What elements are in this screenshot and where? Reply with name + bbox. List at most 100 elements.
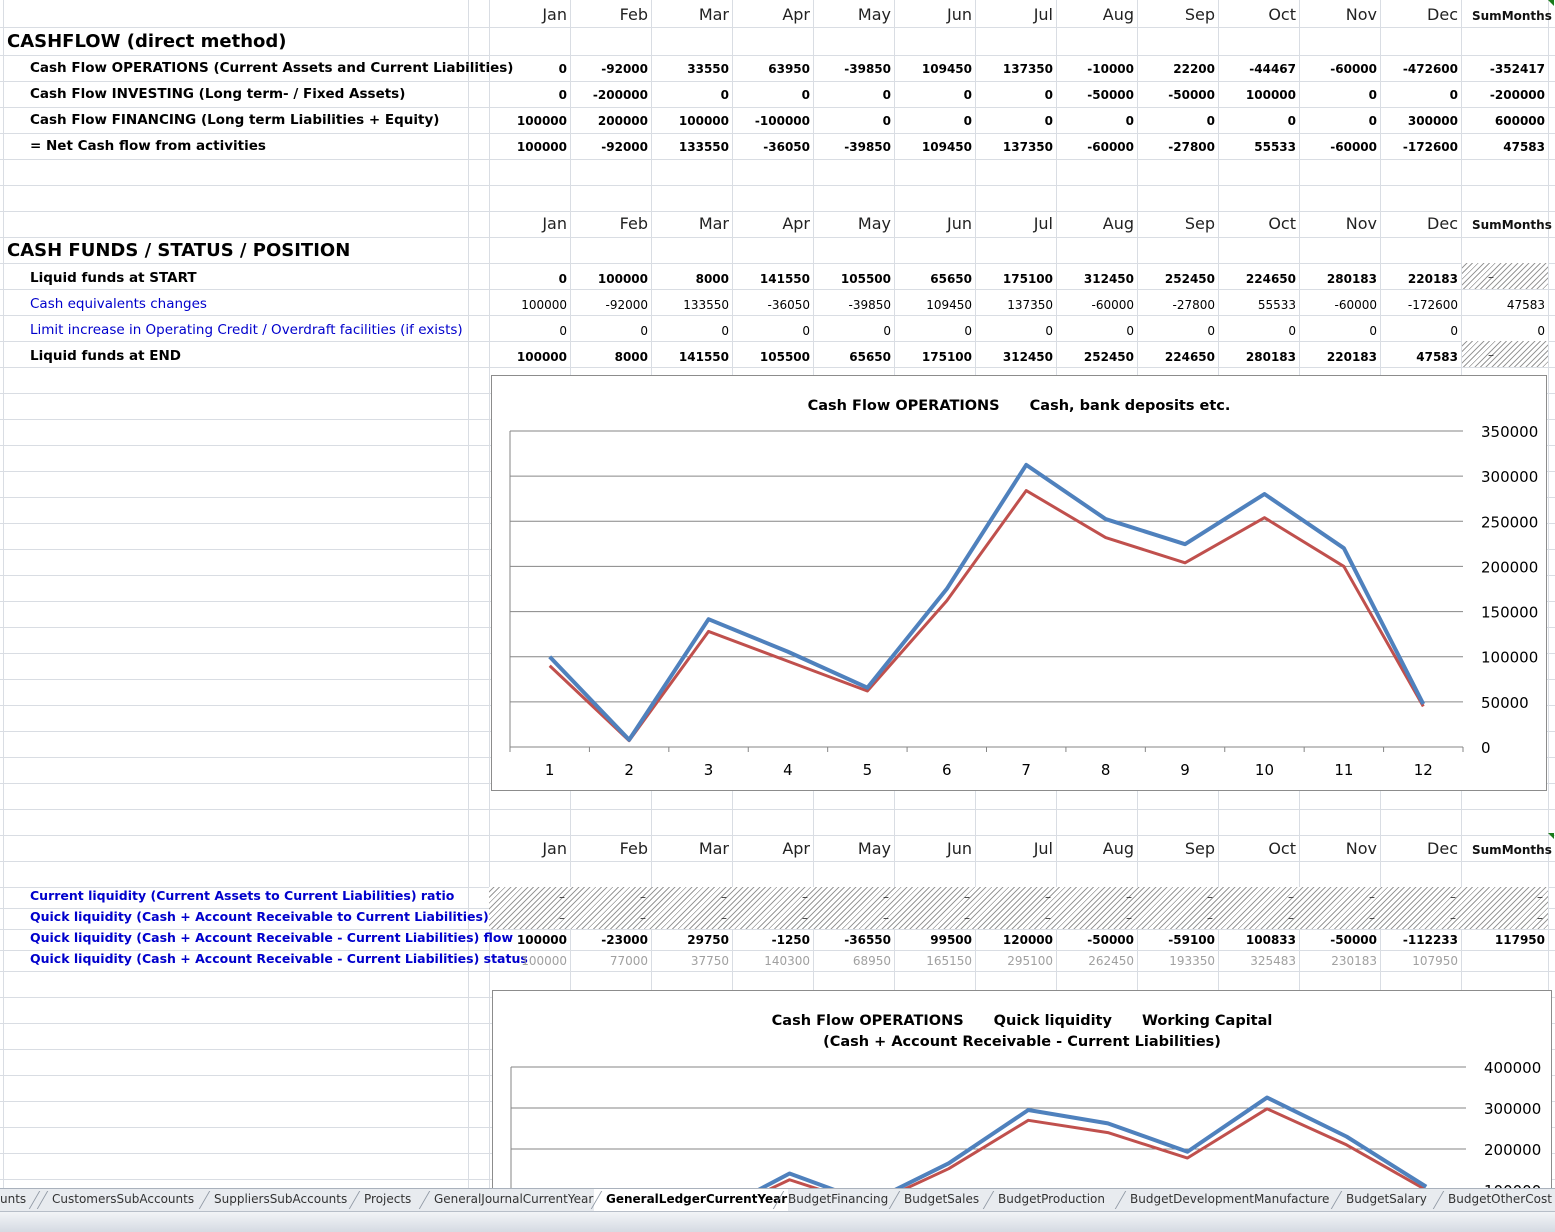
cell-value[interactable]: 140300: [734, 955, 810, 967]
cell-value[interactable]: 63950: [734, 63, 810, 75]
cell-value[interactable]: 325483: [1220, 955, 1296, 967]
cell-value[interactable]: 33550: [653, 63, 729, 75]
cell-value[interactable]: 65650: [815, 351, 891, 363]
cell-value[interactable]: 137350: [977, 63, 1053, 75]
sheet-tab[interactable]: GeneralLedgerCurrentYear: [594, 1189, 788, 1211]
cell-value[interactable]: -200000: [1469, 89, 1545, 101]
cell-value[interactable]: 100000: [491, 141, 567, 153]
cell-value[interactable]: 600000: [1469, 115, 1545, 127]
cell-value[interactable]: 107950: [1382, 955, 1458, 967]
cell-value[interactable]: -60000: [1058, 299, 1134, 311]
cell-value[interactable]: 200000: [572, 115, 648, 127]
cell-value[interactable]: 220183: [1301, 351, 1377, 363]
cell-value[interactable]: 55533: [1220, 299, 1296, 311]
cell-value[interactable]: 0: [1301, 325, 1377, 337]
cell-value[interactable]: 0: [734, 325, 810, 337]
sheet-tab[interactable]: BudgetSalary: [1334, 1189, 1440, 1210]
cell-value[interactable]: -1250: [734, 934, 810, 946]
cell-value[interactable]: 0: [1382, 89, 1458, 101]
cell-value[interactable]: -50000: [1139, 89, 1215, 101]
cell-value[interactable]: 0: [977, 115, 1053, 127]
cell-value[interactable]: 0: [653, 89, 729, 101]
cell-value[interactable]: 175100: [977, 273, 1053, 285]
cell-value[interactable]: 109450: [896, 299, 972, 311]
cell-value[interactable]: 65650: [896, 273, 972, 285]
cell-value[interactable]: -27800: [1139, 141, 1215, 153]
cell-value[interactable]: 165150: [896, 955, 972, 967]
cell-value[interactable]: 55533: [1220, 141, 1296, 153]
cell-value[interactable]: 8000: [653, 273, 729, 285]
cell-value[interactable]: 8000: [572, 351, 648, 363]
cell-value[interactable]: 100000: [491, 299, 567, 311]
cell-value[interactable]: 0: [491, 273, 567, 285]
cell-value[interactable]: -112233: [1382, 934, 1458, 946]
sheet-tab[interactable]: Projects: [352, 1189, 426, 1210]
cell-value[interactable]: 252450: [1139, 273, 1215, 285]
cell-value[interactable]: -39850: [815, 299, 891, 311]
cell-value[interactable]: 137350: [977, 141, 1053, 153]
cell-value[interactable]: 68950: [815, 955, 891, 967]
cell-value[interactable]: 0: [896, 115, 972, 127]
cell-value[interactable]: 224650: [1139, 351, 1215, 363]
cell-value[interactable]: -36050: [734, 141, 810, 153]
cell-value[interactable]: 312450: [1058, 273, 1134, 285]
cell-value[interactable]: 0: [1139, 115, 1215, 127]
cell-value[interactable]: -50000: [1301, 934, 1377, 946]
sheet-tab[interactable]: CustomersSubAccounts: [40, 1189, 207, 1210]
sheet-tab[interactable]: SuppliersSubAccounts: [202, 1189, 352, 1210]
cell-value[interactable]: 230183: [1301, 955, 1377, 967]
cell-value[interactable]: 137350: [977, 299, 1053, 311]
cell-value[interactable]: 0: [1220, 115, 1296, 127]
cell-value[interactable]: -50000: [1058, 934, 1134, 946]
sheet-tab[interactable]: BudgetDevelopmentManufacture: [1118, 1189, 1336, 1210]
cell-value[interactable]: -50000: [1058, 89, 1134, 101]
cell-value[interactable]: -36050: [734, 299, 810, 311]
cell-value[interactable]: 77000: [572, 955, 648, 967]
cell-value[interactable]: 0: [1058, 115, 1134, 127]
cell-value[interactable]: -200000: [572, 89, 648, 101]
cell-value[interactable]: -10000: [1058, 63, 1134, 75]
cell-value[interactable]: 100000: [653, 115, 729, 127]
cell-value[interactable]: 141550: [653, 351, 729, 363]
cell-value[interactable]: 120000: [977, 934, 1053, 946]
cell-value[interactable]: 0: [1058, 325, 1134, 337]
cell-value[interactable]: -60000: [1301, 299, 1377, 311]
sheet-tab[interactable]: BudgetOtherCost: [1436, 1189, 1555, 1210]
cell-value[interactable]: -27800: [1139, 299, 1215, 311]
cell-value[interactable]: 0: [572, 325, 648, 337]
cell-value[interactable]: 100000: [491, 351, 567, 363]
cell-value[interactable]: 100000: [491, 934, 567, 946]
cell-value[interactable]: 133550: [653, 141, 729, 153]
sheet-tab[interactable]: unts: [0, 1189, 30, 1210]
cell-value[interactable]: 0: [977, 325, 1053, 337]
cell-value[interactable]: -39850: [815, 141, 891, 153]
cell-value[interactable]: 29750: [653, 934, 729, 946]
cell-value[interactable]: 0: [1301, 89, 1377, 101]
cell-value[interactable]: 0: [1301, 115, 1377, 127]
cell-value[interactable]: -472600: [1382, 63, 1458, 75]
cell-value[interactable]: -92000: [572, 299, 648, 311]
cell-value[interactable]: 0: [896, 89, 972, 101]
cell-value[interactable]: -44467: [1220, 63, 1296, 75]
cell-value[interactable]: -60000: [1301, 141, 1377, 153]
cell-value[interactable]: 100000: [572, 273, 648, 285]
sheet-tab[interactable]: BudgetFinancing: [776, 1189, 896, 1210]
cell-value[interactable]: -60000: [1301, 63, 1377, 75]
cell-value[interactable]: 100833: [1220, 934, 1296, 946]
cell-value[interactable]: 0: [491, 63, 567, 75]
cell-value[interactable]: 109450: [896, 141, 972, 153]
cell-value[interactable]: 47583: [1469, 141, 1545, 153]
sheet-tab[interactable]: BudgetProduction: [986, 1189, 1122, 1210]
cell-value[interactable]: 220183: [1382, 273, 1458, 285]
cell-value[interactable]: 141550: [734, 273, 810, 285]
cell-value[interactable]: 193350: [1139, 955, 1215, 967]
cell-value[interactable]: 0: [491, 89, 567, 101]
sheet-tab[interactable]: GeneralJournalCurrentYear: [422, 1189, 604, 1210]
series-line-2[interactable]: [551, 1109, 1426, 1188]
cell-value[interactable]: 0: [1139, 325, 1215, 337]
cell-value[interactable]: 0: [734, 89, 810, 101]
sheet-tab[interactable]: BudgetSales: [892, 1189, 992, 1210]
